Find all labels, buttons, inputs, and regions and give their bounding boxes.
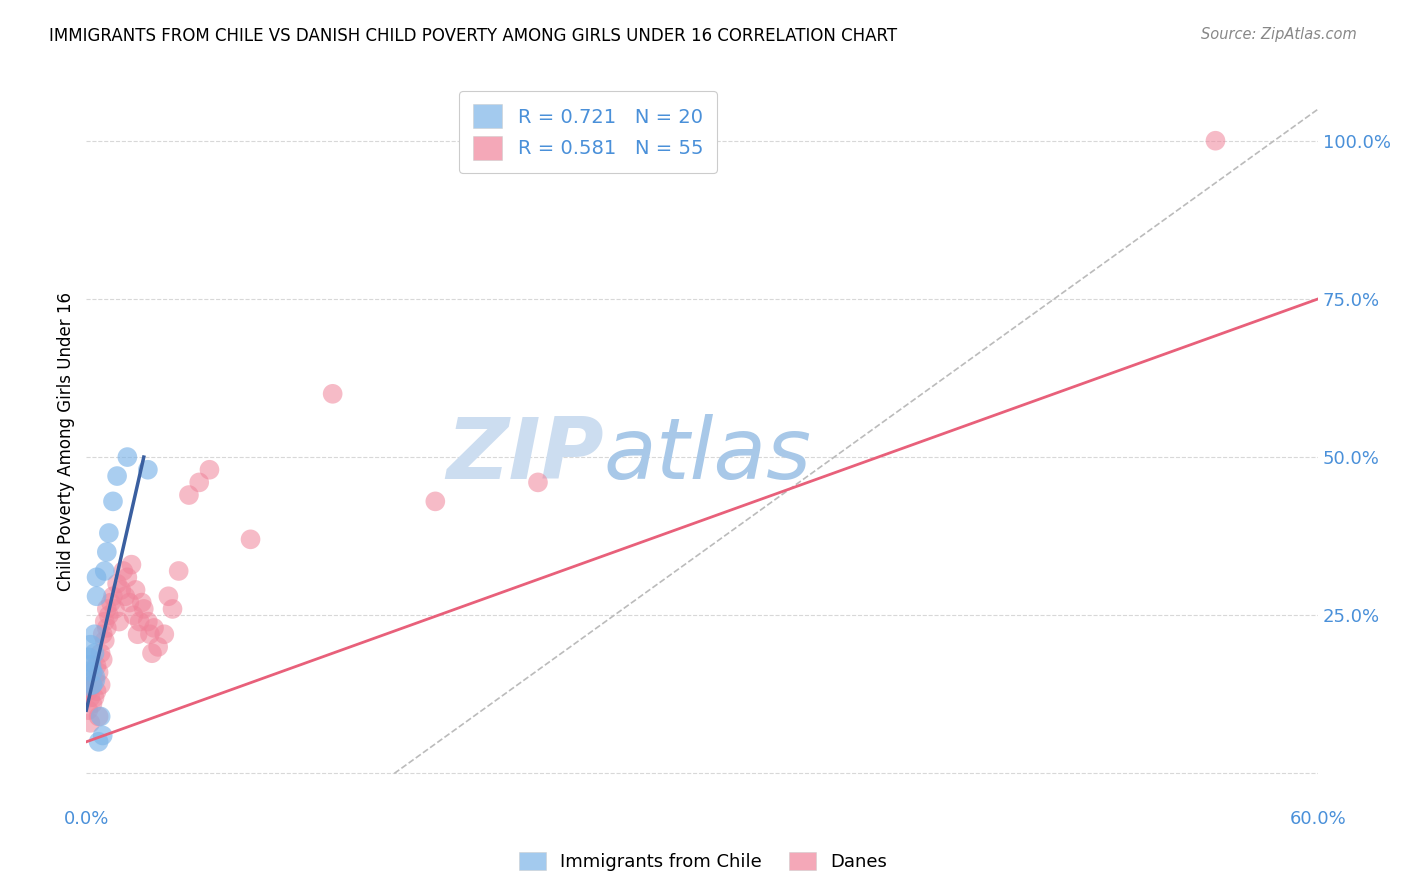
Text: Source: ZipAtlas.com: Source: ZipAtlas.com	[1201, 27, 1357, 42]
Point	[77, 684, 100, 698]
Point	[108, 615, 131, 629]
Point	[86, 589, 108, 603]
Y-axis label: Child Poverty Among Girls Under 16: Child Poverty Among Girls Under 16	[58, 292, 75, 591]
Point	[114, 589, 136, 603]
Point	[198, 463, 221, 477]
Point	[322, 386, 344, 401]
Text: ZIP: ZIP	[446, 414, 603, 498]
Point	[77, 703, 100, 717]
Point	[105, 469, 128, 483]
Point	[94, 633, 117, 648]
Point	[157, 589, 180, 603]
Point	[101, 589, 124, 603]
Point	[132, 602, 155, 616]
Point	[167, 564, 190, 578]
Point	[77, 652, 100, 666]
Point	[97, 526, 120, 541]
Point	[139, 627, 162, 641]
Point	[90, 709, 112, 723]
Point	[153, 627, 176, 641]
Point	[162, 602, 184, 616]
Point	[239, 533, 262, 547]
Point	[86, 684, 108, 698]
Legend: R = 0.721   N = 20, R = 0.581   N = 55: R = 0.721 N = 20, R = 0.581 N = 55	[460, 91, 717, 173]
Point	[188, 475, 211, 490]
Point	[87, 709, 110, 723]
Point	[82, 678, 104, 692]
Point	[77, 672, 100, 686]
Point	[105, 576, 128, 591]
Point	[136, 463, 159, 477]
Point	[82, 697, 104, 711]
Point	[96, 545, 118, 559]
Point	[141, 646, 163, 660]
Point	[94, 615, 117, 629]
Point	[122, 608, 145, 623]
Point	[112, 564, 135, 578]
Point	[124, 582, 146, 597]
Point	[131, 596, 153, 610]
Point	[100, 596, 122, 610]
Point	[90, 646, 112, 660]
Text: IMMIGRANTS FROM CHILE VS DANISH CHILD POVERTY AMONG GIRLS UNDER 16 CORRELATION C: IMMIGRANTS FROM CHILE VS DANISH CHILD PO…	[49, 27, 897, 45]
Point	[425, 494, 447, 508]
Point	[79, 690, 101, 705]
Point	[82, 678, 104, 692]
Point	[527, 475, 550, 490]
Point	[83, 646, 105, 660]
Point	[94, 564, 117, 578]
Point	[91, 652, 114, 666]
Point	[83, 690, 105, 705]
Point	[117, 570, 139, 584]
Point	[79, 715, 101, 730]
Point	[87, 665, 110, 680]
Point	[91, 627, 114, 641]
Point	[97, 608, 120, 623]
Point	[79, 640, 101, 654]
Legend: Immigrants from Chile, Danes: Immigrants from Chile, Danes	[512, 845, 894, 879]
Point	[143, 621, 166, 635]
Point	[127, 627, 149, 641]
Point	[120, 558, 142, 572]
Point	[87, 735, 110, 749]
Point	[83, 627, 105, 641]
Point	[117, 450, 139, 464]
Point	[96, 602, 118, 616]
Point	[79, 659, 101, 673]
Point	[90, 678, 112, 692]
Point	[146, 640, 169, 654]
Point	[86, 659, 108, 673]
Point	[128, 615, 150, 629]
Point	[96, 621, 118, 635]
Point	[110, 582, 132, 597]
Point	[177, 488, 200, 502]
Point	[91, 729, 114, 743]
Point	[82, 665, 104, 680]
Point	[83, 672, 105, 686]
Point	[1204, 134, 1226, 148]
Point	[86, 570, 108, 584]
Point	[104, 602, 127, 616]
Text: atlas: atlas	[603, 414, 811, 498]
Point	[136, 615, 159, 629]
Point	[101, 494, 124, 508]
Point	[118, 596, 141, 610]
